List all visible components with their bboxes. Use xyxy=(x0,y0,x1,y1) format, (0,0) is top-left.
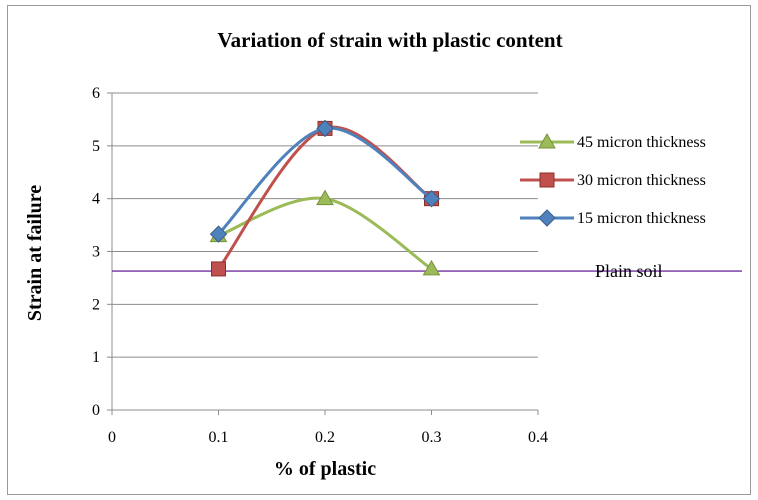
x-tick-label: 0 xyxy=(108,429,116,446)
legend-marker xyxy=(539,172,555,188)
y-tick-label: 1 xyxy=(92,349,100,366)
legend: 45 micron thickness 30 micron thickness 15… xyxy=(520,132,706,227)
legend-marker xyxy=(538,132,556,149)
data-point-diamond xyxy=(316,119,334,138)
data-point-triangle xyxy=(316,189,334,206)
x-tick-labels: 0 0.1 0.2 0.3 0.4 xyxy=(108,429,548,446)
data-point-square xyxy=(211,261,226,277)
legend-marker xyxy=(538,209,556,227)
series-line xyxy=(217,196,433,271)
legend-label: 45 micron thickness xyxy=(577,134,706,151)
data-point-triangle xyxy=(422,259,441,276)
y-axis-title: Strain at failure xyxy=(24,185,46,321)
series-group xyxy=(209,119,441,277)
y-tick-label: 0 xyxy=(92,402,100,419)
legend-label: 30 micron thickness xyxy=(577,172,706,189)
x-axis-title: % of plastic xyxy=(274,458,376,480)
x-tick-label: 0.1 xyxy=(209,429,229,446)
legend-item: 15 micron thickness xyxy=(520,209,706,227)
grid-lines xyxy=(112,92,538,358)
y-tick-label: 5 xyxy=(92,138,100,155)
data-point-diamond xyxy=(422,189,441,208)
plain-soil-label: Plain soil xyxy=(595,261,663,281)
x-tick-label: 0.3 xyxy=(422,429,442,446)
x-tick-label: 0.2 xyxy=(315,429,335,446)
x-tick-label: 0.4 xyxy=(528,429,548,446)
y-tick-labels: 0 1 2 3 4 5 6 xyxy=(92,85,100,419)
chart-title: Variation of strain with plastic content xyxy=(217,28,562,52)
data-point-diamond xyxy=(209,225,228,243)
y-tick-label: 3 xyxy=(92,244,100,261)
legend-item: 45 micron thickness xyxy=(520,132,706,151)
legend-item: 30 micron thickness xyxy=(520,172,706,189)
y-tick-label: 4 xyxy=(92,191,100,208)
y-tick-label: 6 xyxy=(92,85,100,102)
series-diamond xyxy=(209,119,441,243)
axes xyxy=(107,92,539,415)
y-tick-label: 2 xyxy=(92,296,100,313)
chart-frame xyxy=(7,5,751,495)
legend-label: 15 micron thickness xyxy=(577,210,706,227)
